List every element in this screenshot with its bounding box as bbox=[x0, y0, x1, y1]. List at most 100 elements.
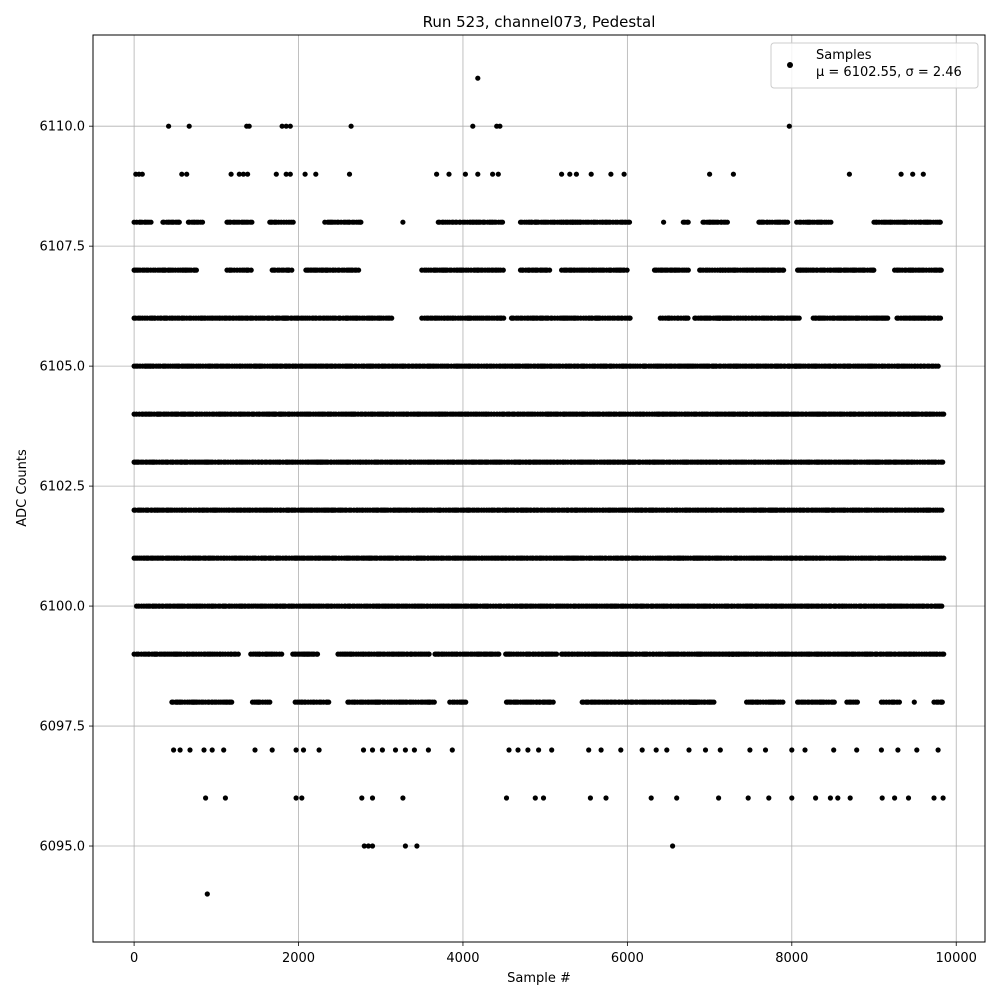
data-point bbox=[290, 219, 296, 225]
y-tick-label: 6097.5 bbox=[40, 720, 86, 735]
data-point bbox=[813, 795, 819, 801]
data-point bbox=[365, 843, 371, 849]
data-point bbox=[221, 747, 227, 753]
data-point bbox=[621, 171, 627, 177]
data-point bbox=[685, 267, 691, 273]
data-point bbox=[588, 171, 594, 177]
data-point bbox=[299, 795, 305, 801]
data-point bbox=[780, 699, 786, 705]
data-point bbox=[495, 171, 501, 177]
data-point bbox=[411, 747, 417, 753]
data-point bbox=[177, 747, 183, 753]
data-point bbox=[184, 171, 190, 177]
plot-frame bbox=[92, 34, 986, 943]
data-point bbox=[279, 651, 285, 657]
data-point bbox=[359, 795, 365, 801]
data-point bbox=[540, 795, 547, 801]
legend-marker bbox=[787, 62, 793, 68]
data-point bbox=[346, 171, 353, 177]
data-point bbox=[905, 795, 912, 801]
data-point bbox=[283, 171, 289, 177]
data-point bbox=[497, 123, 503, 129]
data-point bbox=[627, 315, 633, 321]
data-point bbox=[503, 795, 510, 801]
data-point bbox=[400, 795, 406, 801]
chart-title: Run 523, channel073, Pedestal bbox=[423, 13, 656, 31]
data-point bbox=[532, 795, 538, 801]
data-point bbox=[598, 747, 604, 753]
y-tick-label: 6105.0 bbox=[40, 360, 86, 375]
data-point bbox=[402, 747, 408, 753]
data-point bbox=[878, 747, 885, 753]
data-point bbox=[470, 123, 476, 129]
data-point bbox=[463, 699, 469, 705]
data-point bbox=[603, 795, 609, 801]
legend-label: Samples bbox=[816, 48, 872, 63]
data-point bbox=[209, 747, 215, 753]
data-point bbox=[252, 747, 258, 753]
data-point bbox=[273, 171, 279, 177]
data-point bbox=[426, 651, 432, 657]
data-point bbox=[549, 747, 555, 753]
data-point bbox=[462, 171, 468, 177]
data-point bbox=[639, 747, 645, 753]
y-tick-label: 6102.5 bbox=[40, 480, 86, 495]
data-point bbox=[431, 699, 437, 705]
data-point bbox=[724, 219, 731, 225]
data-point bbox=[685, 315, 691, 321]
data-point bbox=[831, 747, 837, 753]
data-point bbox=[313, 171, 319, 177]
data-point bbox=[835, 795, 841, 801]
data-point bbox=[293, 747, 299, 753]
data-point bbox=[236, 171, 242, 177]
data-point bbox=[449, 747, 455, 753]
data-point bbox=[176, 219, 182, 225]
data-point bbox=[389, 315, 395, 321]
data-point bbox=[392, 747, 399, 753]
data-point bbox=[664, 747, 670, 753]
data-point bbox=[937, 315, 944, 321]
data-point bbox=[148, 219, 154, 225]
data-point bbox=[573, 171, 580, 177]
data-point bbox=[854, 747, 860, 753]
data-point bbox=[941, 555, 947, 561]
data-point bbox=[356, 267, 362, 273]
data-point bbox=[369, 843, 376, 849]
data-point bbox=[139, 171, 145, 177]
data-point bbox=[937, 219, 943, 225]
data-point bbox=[550, 699, 556, 705]
x-tick-label: 4000 bbox=[446, 951, 479, 966]
data-point bbox=[911, 699, 917, 705]
data-point bbox=[586, 747, 592, 753]
data-points bbox=[131, 75, 947, 897]
data-point bbox=[898, 171, 904, 177]
data-point bbox=[235, 651, 241, 657]
data-point bbox=[827, 795, 834, 801]
data-point bbox=[229, 699, 235, 705]
data-point bbox=[940, 459, 946, 465]
data-point bbox=[293, 795, 299, 801]
data-point bbox=[446, 171, 452, 177]
data-point bbox=[559, 171, 565, 177]
y-tick-label: 6095.0 bbox=[40, 840, 86, 855]
data-point bbox=[171, 747, 177, 753]
data-point bbox=[745, 795, 751, 801]
data-point bbox=[935, 363, 941, 369]
data-point bbox=[248, 267, 254, 273]
data-point bbox=[199, 219, 206, 225]
data-point bbox=[717, 747, 723, 753]
data-point bbox=[475, 171, 481, 177]
data-point bbox=[895, 747, 901, 753]
data-point bbox=[425, 747, 431, 753]
data-point bbox=[490, 171, 496, 177]
data-point bbox=[938, 267, 944, 273]
data-point bbox=[847, 795, 853, 801]
data-point bbox=[402, 843, 408, 849]
data-point bbox=[567, 171, 573, 177]
data-point bbox=[506, 747, 512, 753]
data-point bbox=[434, 171, 440, 177]
data-point bbox=[193, 267, 199, 273]
data-point bbox=[358, 219, 364, 225]
data-point bbox=[802, 747, 808, 753]
